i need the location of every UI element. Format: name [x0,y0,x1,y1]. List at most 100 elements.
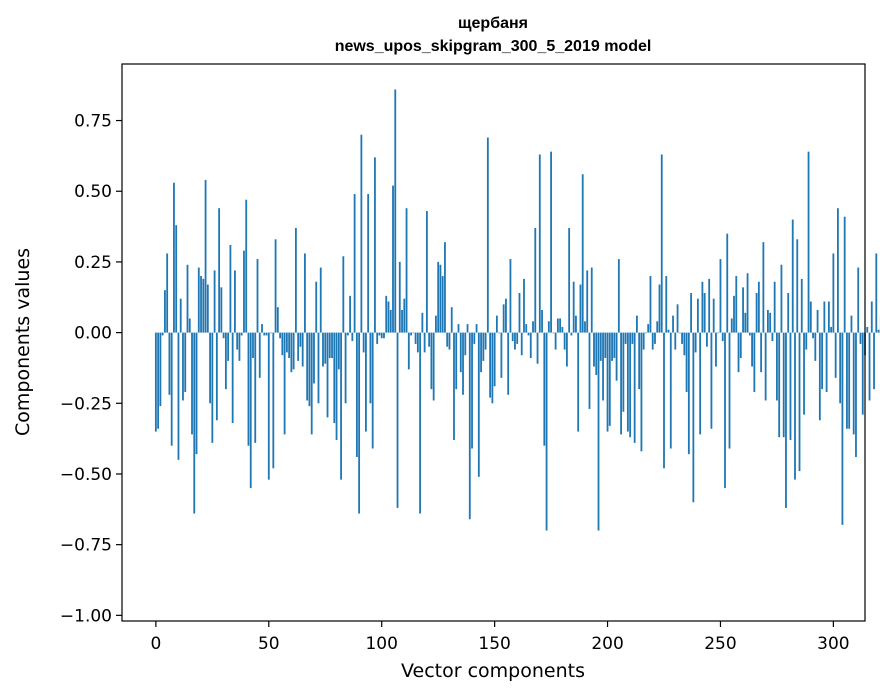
bar-component-118 [421,312,424,333]
bar-component-134 [457,324,460,333]
bar-component-176 [552,332,555,334]
bar-component-208 [624,332,627,344]
bar-component-301 [834,332,837,378]
bar-component-256 [733,295,735,333]
bar-component-243 [703,293,706,333]
x-tick-label: 50 [258,634,280,654]
bar-component-279 [785,332,787,508]
bar-component-28 [218,208,221,333]
bar-component-115 [414,332,417,344]
bar-component-168 [534,227,537,333]
bar-component-238 [692,332,695,503]
bar-component-18 [195,332,198,455]
bar-component-298 [827,301,830,333]
bar-component-157 [509,259,512,333]
bar-component-119 [423,332,426,353]
bar-component-51 [270,332,272,334]
bar-component-63 [297,332,300,361]
bar-component-266 [755,293,758,333]
bar-component-130 [448,332,451,350]
bar-component-70 [313,332,315,384]
bar-component-14 [186,264,189,333]
bar-component-135 [459,332,462,373]
bar-component-133 [455,332,458,390]
bar-component-84 [344,332,347,404]
bar-component-303 [839,332,842,404]
bar-component-244 [706,332,708,347]
bar-component-313 [861,332,864,415]
bar-component-251 [721,332,724,342]
bar-component-290 [809,301,812,333]
bar-component-123 [432,332,435,401]
bar-component-190 [584,321,586,333]
bar-component-167 [532,321,534,333]
bar-component-36 [236,332,239,350]
chart-title: щербаня [458,15,528,32]
bar-component-309 [852,332,855,435]
bar-component-146 [484,332,487,350]
bar-component-34 [231,332,234,424]
bar-component-45 [256,259,259,333]
bar-component-294 [818,332,821,421]
bar-component-201 [608,332,611,426]
bar-component-20 [200,276,202,333]
bar-component-87 [351,332,354,342]
bar-component-23 [206,284,209,333]
bar-component-293 [816,309,819,333]
bar-component-261 [744,312,747,333]
x-axis-ticks: 0 50 100 150 200 250 300 [150,621,850,654]
bar-component-245 [708,278,711,333]
bar-component-76 [326,332,329,418]
bar-component-160 [516,332,519,344]
bar-component-128 [444,242,446,333]
y-tick-label: 0.50 [74,182,112,202]
bar-component-21 [202,278,205,333]
bar-component-47 [261,324,263,333]
bar-component-122 [430,332,433,390]
bar-component-317 [870,301,873,333]
bar-component-193 [590,267,593,333]
bar-component-169 [536,332,539,364]
bar-component-274 [773,281,776,333]
bar-component-56 [281,332,284,356]
bar-component-108 [398,261,401,333]
bar-component-241 [699,332,702,435]
bar-component-77 [328,332,331,359]
bar-component-120 [425,211,428,333]
bar-component-299 [830,326,833,333]
bar-component-79 [333,332,336,424]
bar-component-209 [626,332,629,432]
bar-component-156 [507,332,510,395]
bar-component-271 [766,309,769,333]
bar-component-17 [193,332,196,514]
bar-component-217 [645,332,647,334]
bar-component-196 [597,332,600,531]
bar-component-315 [866,326,869,333]
bar-component-69 [310,332,313,435]
bar-component-233 [681,332,683,344]
bar-component-207 [622,332,625,412]
bar-component-187 [577,332,580,432]
bar-component-58 [285,332,288,353]
bar-component-204 [615,332,618,381]
bar-component-44 [254,332,257,443]
x-tick-label: 250 [704,634,736,654]
bar-component-38 [240,332,243,336]
chart-subtitle: news_upos_skipgram_300_5_2019 model [335,38,652,55]
bar-component-150 [493,332,496,387]
bar-component-319 [875,253,878,333]
bar-component-39 [243,250,245,333]
bar-component-143 [477,332,480,477]
bar-component-232 [678,332,681,334]
bar-component-246 [710,332,713,429]
bar-component-200 [606,332,609,432]
bar-component-276 [778,332,781,438]
bar-component-212 [633,332,636,443]
bar-component-163 [523,278,525,333]
bar-component-109 [401,309,403,333]
y-tick-label: 0.25 [74,253,112,273]
bar-component-311 [857,267,860,333]
bar-component-60 [290,332,293,373]
bar-component-116 [416,332,419,353]
bar-component-320 [877,329,880,333]
